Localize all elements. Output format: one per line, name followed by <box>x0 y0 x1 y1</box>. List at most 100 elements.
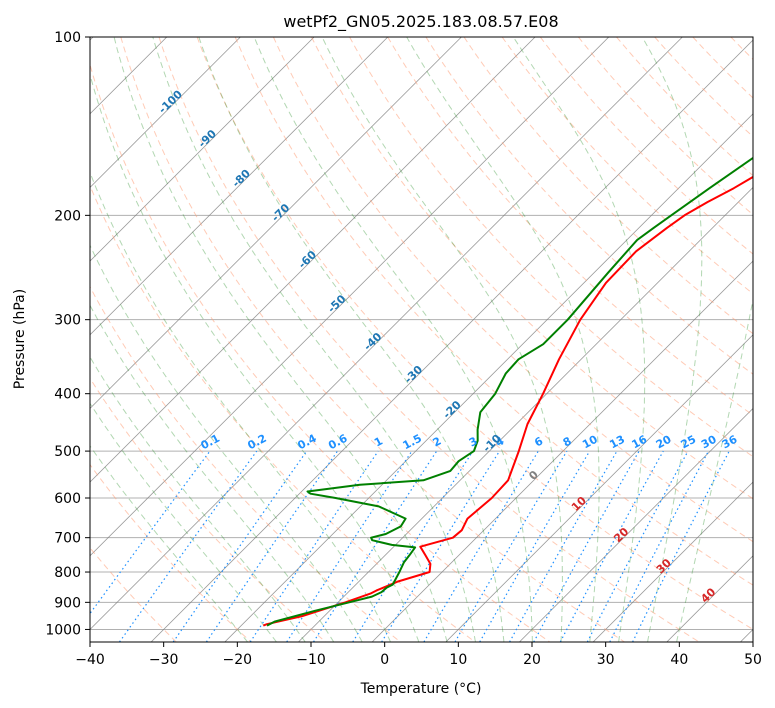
plot-frame <box>89 36 754 643</box>
mixing-ratio-label: 20 <box>654 433 674 452</box>
moist-adiabat-line <box>253 37 533 642</box>
dry-adiabat-line <box>90 184 476 642</box>
dry-adiabat-line <box>349 37 753 458</box>
isotherm-line <box>371 260 753 642</box>
isotherm-label: -90 <box>196 127 220 150</box>
y-tick-label: 800 <box>54 565 81 581</box>
mixing-ratio-line <box>632 450 730 642</box>
dry-adiabat-line <box>654 37 753 138</box>
x-tick-label: 20 <box>523 652 541 668</box>
mixing-ratio-label: 0.1 <box>199 432 222 453</box>
mixing-ratio-label: 1 <box>372 434 385 449</box>
moist-adiabat-line <box>676 296 753 642</box>
isotherm-label: -100 <box>156 88 185 117</box>
isotherm-line <box>90 37 389 336</box>
dry-adiabat-line <box>578 37 753 216</box>
mixing-ratio-line <box>559 450 664 642</box>
dry-adiabat-line <box>90 377 327 642</box>
dry-adiabat-line <box>616 37 753 177</box>
mixing-ratio-label: 0.4 <box>295 432 319 453</box>
isotherm-label: -70 <box>269 201 293 224</box>
mixing-ratio-line <box>172 450 308 642</box>
mixing-ratio-label: 16 <box>630 433 650 452</box>
isotherm-label: 10 <box>569 494 589 514</box>
x-tick-label: −30 <box>149 652 179 668</box>
isotherm-label: 30 <box>654 556 674 576</box>
y-tick-label: 500 <box>54 444 81 460</box>
mixing-ratio-line <box>533 450 640 642</box>
y-tick-label: 400 <box>54 387 81 403</box>
mixing-ratio-line <box>249 450 379 642</box>
dry-adiabat-line <box>234 37 753 586</box>
dewpoint-profile-line <box>266 156 753 627</box>
mixing-ratio-line <box>286 450 413 642</box>
isotherm-line <box>224 113 753 642</box>
x-tick-label: −40 <box>75 652 105 668</box>
x-tick-label: 10 <box>449 652 467 668</box>
x-tick-label: 30 <box>597 652 615 668</box>
moist-adiabat-line <box>512 37 646 642</box>
dry-adiabat-line <box>539 37 753 255</box>
y-tick-label: 600 <box>54 491 81 507</box>
mixing-ratio-line <box>119 450 258 642</box>
dry-adiabat-line <box>90 62 551 642</box>
y-tick-label: 100 <box>54 30 81 46</box>
mixing-ratio-line <box>312 450 438 642</box>
dry-adiabat-line <box>463 37 753 335</box>
isotherm-line <box>519 407 753 642</box>
moist-adiabat-line <box>90 402 277 642</box>
isotherm-line <box>90 37 241 188</box>
mixing-ratio-line <box>423 450 539 642</box>
moist-adiabat-line <box>406 37 600 642</box>
mixing-ratio-line <box>586 450 689 642</box>
dry-adiabat-line <box>387 37 753 416</box>
isotherm-label: -30 <box>402 363 426 386</box>
y-tick-label: 1000 <box>45 622 81 638</box>
isotherm-line <box>90 37 315 262</box>
mixing-ratio-label: 36 <box>720 433 740 452</box>
dry-adiabat-line <box>90 463 252 642</box>
isotherm-line <box>150 39 753 642</box>
moist-adiabat-line <box>641 37 703 642</box>
mixing-ratio-line <box>454 450 568 642</box>
dry-adiabat-line <box>769 37 775 642</box>
y-axis-label: Pressure (hPa) <box>12 289 28 389</box>
mixing-ratio-label: 10 <box>580 433 600 452</box>
mixing-ratio-label: 13 <box>607 433 627 452</box>
x-tick-label: −10 <box>296 652 326 668</box>
y-tick-label: 900 <box>54 595 81 611</box>
x-tick-label: 50 <box>744 652 762 668</box>
isotherm-line <box>90 37 683 630</box>
mixing-ratio-label: 0.6 <box>326 432 350 453</box>
isotherm-line <box>740 628 753 642</box>
dry-adiabat-line <box>692 37 753 99</box>
isotherm-line <box>90 37 536 483</box>
x-tick-label: −20 <box>223 652 253 668</box>
isotherm-line <box>445 334 753 642</box>
mixing-ratio-label: 0.2 <box>245 432 268 453</box>
moist-adiabat-line <box>152 37 476 642</box>
moist-adiabat-line <box>321 37 563 642</box>
dry-adiabat-line <box>196 37 753 630</box>
dry-adiabat-line <box>272 37 753 543</box>
moist-adiabat-line <box>90 171 391 642</box>
dry-adiabat-line <box>90 285 401 642</box>
dry-adiabat-line <box>120 37 625 642</box>
dry-adiabat-line <box>158 37 700 642</box>
moist-adiabat-line <box>113 37 448 642</box>
y-tick-label: 700 <box>54 531 81 547</box>
dry-adiabat-line <box>425 37 753 375</box>
moist-adiabat-line <box>90 304 335 642</box>
mixing-ratio-line <box>352 450 474 642</box>
isotherm-label: -50 <box>325 292 349 315</box>
x-tick-label: 40 <box>670 652 688 668</box>
y-tick-label: 200 <box>54 208 81 224</box>
isotherm-line <box>592 481 753 642</box>
isotherm-label: 20 <box>611 525 631 545</box>
mixing-ratio-label: 1.5 <box>401 432 424 453</box>
isotherm-label: -20 <box>440 398 464 421</box>
isotherm-label: -80 <box>230 167 254 190</box>
moist-adiabat-line <box>90 445 248 642</box>
mixing-ratio-label: 2 <box>431 434 444 449</box>
